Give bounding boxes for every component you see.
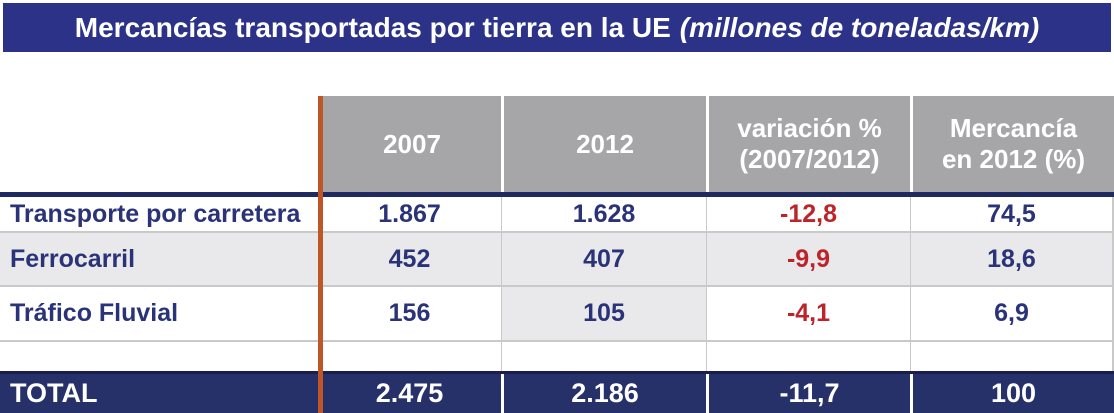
- row-label: Ferrocarril: [10, 244, 136, 273]
- spacer-cell: [0, 342, 318, 371]
- table-row-spacer: [0, 342, 1114, 371]
- value-2007: 452: [388, 244, 431, 273]
- column-header-2007: 2007: [323, 96, 501, 192]
- table-row-total: TOTAL 2.475 2.186 -11,7 100: [0, 371, 1114, 413]
- value-share: 18,6: [910, 233, 1114, 285]
- header-underline: [0, 192, 1114, 197]
- total-2012: 2.186: [501, 374, 706, 413]
- value-2012: 105: [501, 287, 706, 340]
- value-share: 6,9: [910, 287, 1114, 340]
- value-2012: 407: [501, 233, 706, 285]
- value-share: 74,5: [910, 197, 1114, 231]
- table-header-row: 2007 2012 variación % (2007/2012) Mercan…: [323, 96, 1114, 192]
- row-label: Transporte por carretera: [10, 199, 301, 228]
- table-row-fluvial: Tráfico Fluvial 156 105 -4,1 6,9: [0, 287, 1114, 342]
- value-variacion: -12,8: [706, 197, 910, 231]
- value-2007: 156: [388, 299, 431, 327]
- total-2007: 2.475: [375, 378, 444, 408]
- spacer-cell: [318, 342, 501, 371]
- value-variacion: -4,1: [706, 287, 910, 340]
- spacer-cell: [501, 342, 706, 371]
- figure-title-unit: (millones de toneladas/km): [679, 11, 1040, 43]
- total-share: 100: [910, 374, 1114, 413]
- value-2007: 1.867: [378, 199, 441, 228]
- total-label: TOTAL: [10, 378, 98, 408]
- column-header-mercancia: Mercancía en 2012 (%): [910, 96, 1114, 192]
- figure-title: Mercancías transportadas por tierra en l…: [74, 11, 671, 43]
- table-row-ferrocarril: Ferrocarril 452 407 -9,9 18,6: [0, 233, 1114, 287]
- figure-title-bar: Mercancías transportadas por tierra en l…: [3, 3, 1111, 52]
- spacer-cell: [706, 342, 910, 371]
- column-header-variacion: variación % (2007/2012): [706, 96, 910, 192]
- value-variacion: -9,9: [706, 233, 910, 285]
- table-row-carretera: Transporte por carretera 1.867 1.628 -12…: [0, 197, 1114, 233]
- spacer-cell: [910, 342, 1114, 371]
- value-2012: 1.628: [501, 197, 706, 231]
- column-header-2012: 2012: [501, 96, 706, 192]
- orange-divider-line: [318, 96, 323, 413]
- total-variacion: -11,7: [706, 374, 910, 413]
- row-label: Tráfico Fluvial: [10, 299, 179, 327]
